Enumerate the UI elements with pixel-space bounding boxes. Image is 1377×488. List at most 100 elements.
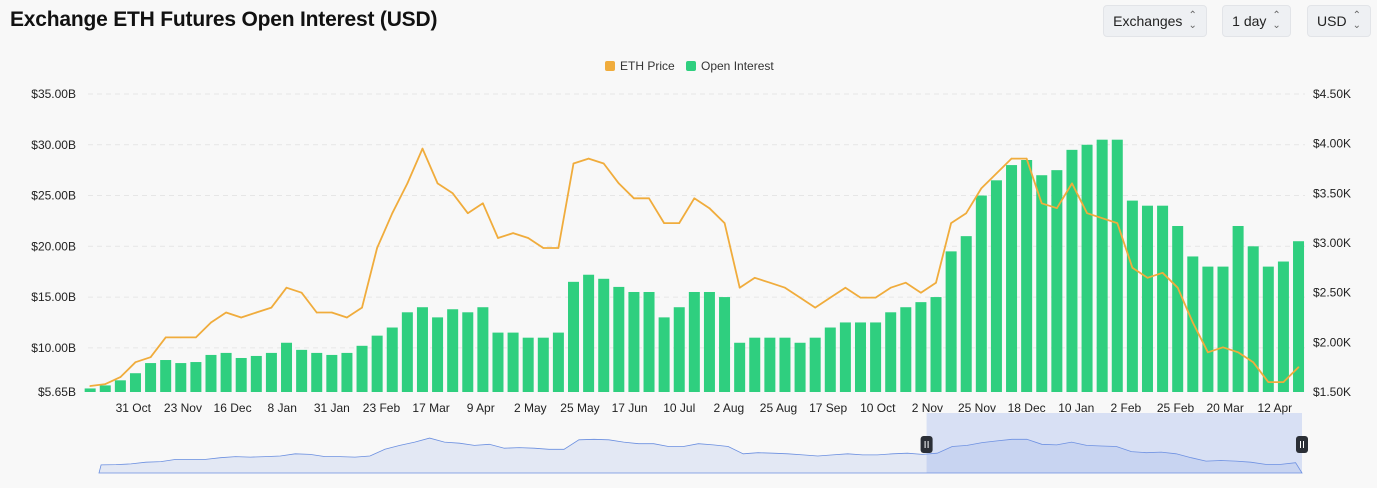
oi-bar[interactable]: [416, 307, 428, 392]
exchanges-select[interactable]: Exchanges ⌃ ⌄: [1103, 5, 1207, 37]
oi-bar[interactable]: [235, 357, 247, 392]
oi-bar[interactable]: [1036, 175, 1048, 392]
oi-bar[interactable]: [220, 352, 232, 392]
oi-bar[interactable]: [915, 302, 927, 392]
oi-bar[interactable]: [537, 337, 549, 392]
oi-bar[interactable]: [960, 236, 972, 392]
oi-bar[interactable]: [764, 337, 776, 392]
oi-bar[interactable]: [1006, 165, 1018, 392]
navigator-selection[interactable]: [926, 413, 1302, 473]
oi-bar[interactable]: [1021, 159, 1033, 392]
navigator-handle-right[interactable]: [1296, 436, 1308, 453]
oi-bar[interactable]: [432, 317, 444, 392]
oi-bar[interactable]: [1111, 139, 1123, 392]
oi-bar[interactable]: [809, 337, 821, 392]
oi-bar[interactable]: [145, 363, 157, 392]
oi-bar[interactable]: [477, 307, 489, 392]
oi-bar[interactable]: [885, 312, 897, 392]
oi-bar[interactable]: [688, 291, 700, 392]
oi-bar[interactable]: [975, 195, 987, 392]
oi-bar[interactable]: [507, 332, 519, 392]
price-point: [587, 157, 590, 160]
oi-bar[interactable]: [1262, 266, 1274, 392]
oi-bar[interactable]: [296, 349, 308, 392]
oi-bar[interactable]: [281, 342, 293, 392]
oi-bar[interactable]: [824, 327, 836, 392]
oi-bar[interactable]: [265, 352, 277, 392]
oi-bar[interactable]: [1157, 205, 1169, 392]
oi-bar[interactable]: [734, 342, 746, 392]
oi-bar[interactable]: [205, 354, 217, 392]
oi-bar[interactable]: [84, 388, 96, 392]
oi-bar[interactable]: [371, 335, 383, 392]
oi-bar[interactable]: [1096, 139, 1108, 392]
oi-bar[interactable]: [250, 355, 262, 392]
oi-bar[interactable]: [1141, 205, 1153, 392]
oi-bar[interactable]: [1217, 266, 1229, 392]
interval-select-label: 1 day: [1232, 13, 1267, 29]
oi-bar[interactable]: [1202, 266, 1214, 392]
oi-bar[interactable]: [401, 312, 413, 392]
oi-bar[interactable]: [114, 380, 126, 392]
price-point: [753, 276, 756, 279]
oi-bar[interactable]: [945, 251, 957, 392]
oi-bar[interactable]: [719, 297, 731, 392]
interval-select[interactable]: 1 day ⌃ ⌄: [1222, 5, 1291, 37]
oi-bar[interactable]: [1277, 261, 1289, 392]
oi-bar[interactable]: [160, 360, 172, 392]
legend-label-price[interactable]: ETH Price: [620, 59, 675, 73]
oi-bar[interactable]: [794, 342, 806, 392]
right-axis-tick: $2.00K: [1313, 335, 1351, 349]
oi-bar[interactable]: [341, 352, 353, 392]
oi-bar[interactable]: [839, 322, 851, 392]
oi-bar[interactable]: [1232, 225, 1244, 392]
oi-bar[interactable]: [1066, 149, 1078, 392]
oi-bar[interactable]: [583, 274, 595, 392]
price-point: [164, 336, 167, 339]
oi-bar[interactable]: [311, 352, 323, 392]
oi-bar[interactable]: [900, 307, 912, 392]
oi-bar[interactable]: [703, 291, 715, 392]
oi-bar[interactable]: [99, 385, 111, 392]
oi-bar[interactable]: [990, 180, 1002, 392]
oi-bar[interactable]: [129, 373, 141, 392]
price-point: [497, 237, 499, 239]
oi-bar[interactable]: [658, 317, 670, 392]
oi-bar[interactable]: [1293, 241, 1305, 392]
oi-bar[interactable]: [386, 327, 398, 392]
oi-bar[interactable]: [1126, 200, 1138, 392]
right-axis-tick: $4.50K: [1313, 87, 1351, 101]
oi-bar[interactable]: [870, 322, 882, 392]
oi-bar[interactable]: [1051, 170, 1063, 392]
oi-bar[interactable]: [1081, 144, 1093, 392]
oi-bar[interactable]: [749, 337, 761, 392]
currency-select[interactable]: USD ⌃ ⌄: [1307, 5, 1371, 37]
oi-bar[interactable]: [326, 354, 338, 392]
oi-bar[interactable]: [598, 278, 610, 392]
oi-bar[interactable]: [673, 307, 685, 392]
oi-bar[interactable]: [552, 332, 564, 392]
oi-bar[interactable]: [643, 291, 655, 392]
oi-bar[interactable]: [1247, 246, 1259, 392]
oi-bar[interactable]: [522, 337, 534, 392]
x-axis-tick: 23 Feb: [363, 401, 401, 415]
updown-chevron-icon: ⌃ ⌄: [1272, 10, 1281, 31]
oi-bar[interactable]: [613, 286, 625, 392]
oi-bar[interactable]: [462, 312, 474, 392]
oi-bar[interactable]: [492, 332, 504, 392]
oi-bar[interactable]: [175, 363, 187, 392]
oi-bar[interactable]: [447, 309, 459, 392]
navigator-handle-left[interactable]: [920, 436, 933, 453]
oi-bar[interactable]: [930, 297, 942, 392]
oi-bar[interactable]: [628, 291, 640, 392]
right-axis-tick: $2.50K: [1313, 286, 1351, 300]
oi-bar[interactable]: [1172, 225, 1184, 392]
oi-bar[interactable]: [779, 337, 791, 392]
oi-bar[interactable]: [854, 322, 866, 392]
oi-bar[interactable]: [356, 345, 368, 392]
legend-label-oi[interactable]: Open Interest: [701, 59, 774, 73]
price-point: [466, 212, 469, 214]
left-axis-tick: $15.00B: [31, 290, 76, 304]
oi-bar[interactable]: [568, 281, 580, 392]
oi-bar[interactable]: [190, 362, 202, 392]
